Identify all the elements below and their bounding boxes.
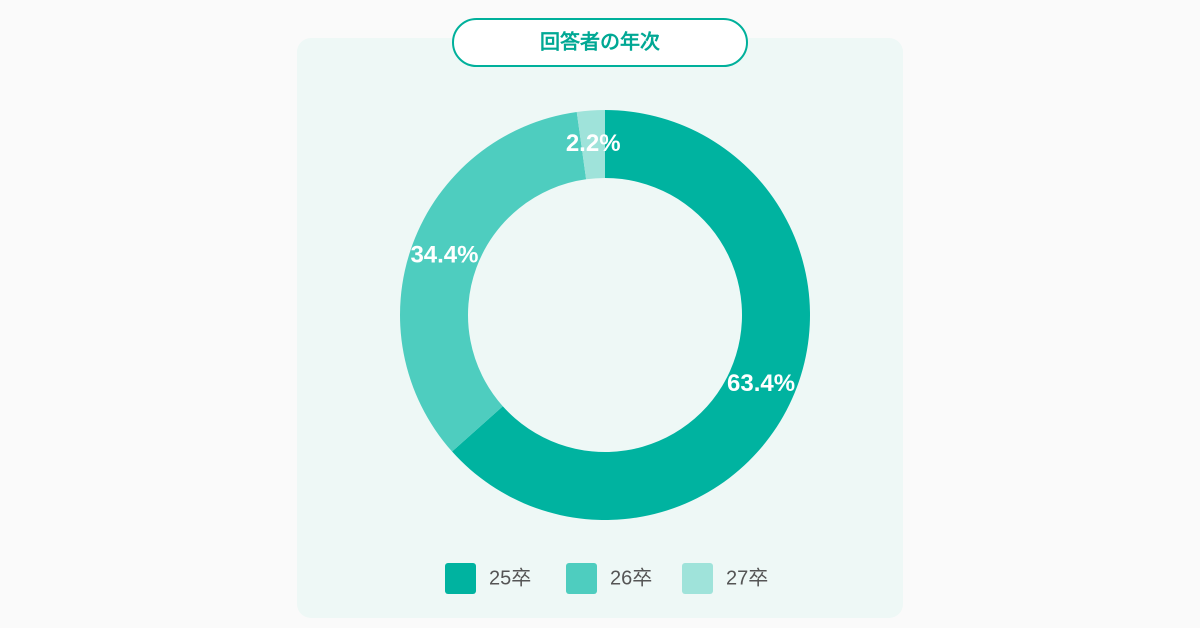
legend-swatch <box>445 563 476 594</box>
data-label: 63.4% <box>727 370 795 397</box>
donut-segment <box>576 110 605 180</box>
data-label: 34.4% <box>410 241 478 268</box>
legend-swatch <box>566 563 597 594</box>
legend-label: 26卒 <box>610 566 652 589</box>
legend-label: 27卒 <box>726 566 768 589</box>
legend-swatch <box>682 563 713 594</box>
title-pill <box>452 18 748 67</box>
donut-segment <box>452 110 810 520</box>
legend-label: 25卒 <box>489 566 531 589</box>
data-label: 2.2% <box>566 130 621 157</box>
chart-title: 回答者の年次 <box>540 29 660 53</box>
donut-segment <box>399 111 587 452</box>
